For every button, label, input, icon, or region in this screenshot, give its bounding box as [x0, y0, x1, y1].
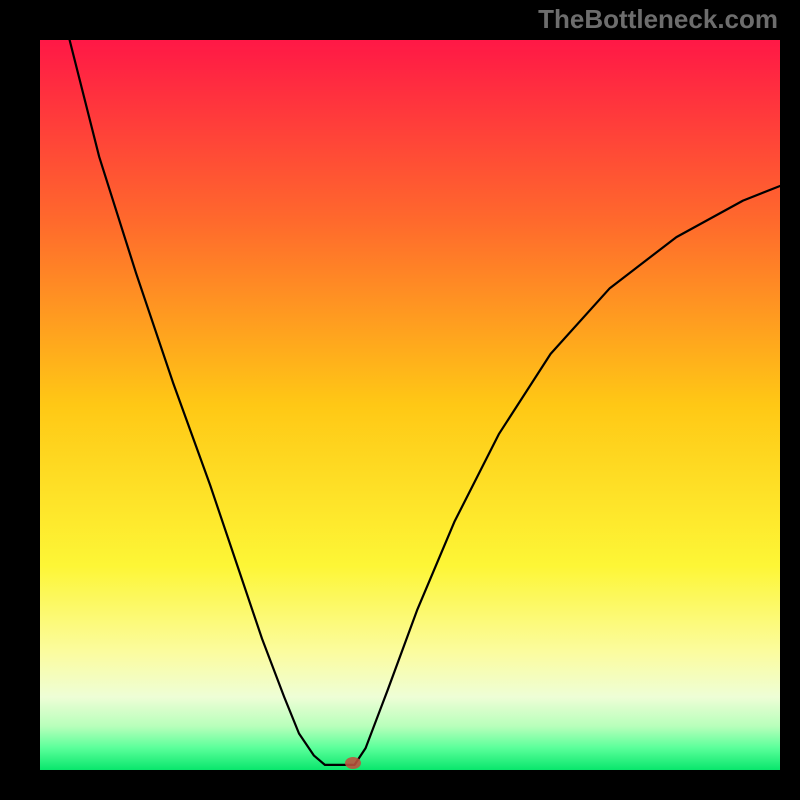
optimum-marker — [345, 757, 361, 769]
bottleneck-curve — [70, 40, 780, 765]
curve-layer — [40, 40, 780, 770]
watermark-text: TheBottleneck.com — [538, 4, 778, 35]
plot-area — [40, 40, 780, 770]
bottleneck-chart: TheBottleneck.com — [0, 0, 800, 800]
